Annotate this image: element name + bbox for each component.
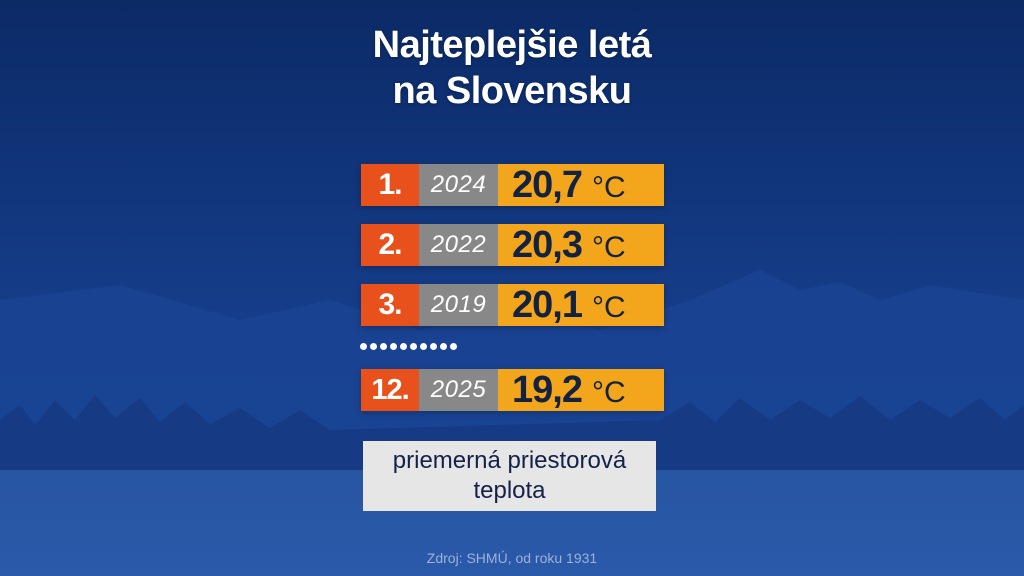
ranking-row: 12. 2025 19,2 °C bbox=[361, 369, 664, 411]
year-label: 2025 bbox=[419, 369, 498, 411]
dot bbox=[360, 343, 367, 350]
rank-label: 1. bbox=[361, 164, 419, 206]
temperature-unit: °C bbox=[591, 231, 626, 264]
year-label: 2024 bbox=[419, 164, 498, 206]
dot bbox=[430, 343, 437, 350]
year-label: 2019 bbox=[419, 284, 498, 326]
ranking-row: 1. 2024 20,7 °C bbox=[361, 164, 664, 206]
temperature-value: 20,7 °C bbox=[498, 164, 664, 206]
temperature-number: 19,2 bbox=[512, 369, 583, 411]
temperature-number: 20,7 bbox=[512, 164, 583, 206]
temperature-value: 20,1 °C bbox=[498, 284, 664, 326]
dot bbox=[420, 343, 427, 350]
rank-label: 2. bbox=[361, 224, 419, 266]
temperature-value: 20,3 °C bbox=[498, 224, 664, 266]
dot bbox=[370, 343, 377, 350]
temperature-unit: °C bbox=[591, 291, 626, 324]
dot bbox=[450, 343, 457, 350]
rank-label: 3. bbox=[361, 284, 419, 326]
temperature-number: 20,1 bbox=[512, 284, 583, 326]
temperature-unit: °C bbox=[591, 376, 626, 409]
legend-box: priemerná priestorová teplota bbox=[363, 441, 656, 511]
legend-line-1: priemerná priestorová bbox=[392, 447, 627, 474]
ellipsis-dots bbox=[360, 343, 470, 353]
dot bbox=[380, 343, 387, 350]
chart-title: Najteplejšie letá na Slovensku bbox=[0, 22, 1024, 114]
temperature-number: 20,3 bbox=[512, 224, 583, 266]
ranking-row: 2. 2022 20,3 °C bbox=[361, 224, 664, 266]
dot bbox=[390, 343, 397, 350]
ranking-row: 3. 2019 20,1 °C bbox=[361, 284, 664, 326]
rank-label: 12. bbox=[361, 369, 419, 411]
temperature-value: 19,2 °C bbox=[498, 369, 664, 411]
temperature-unit: °C bbox=[591, 171, 626, 204]
source-note: Zdroj: SHMÚ, od roku 1931 bbox=[426, 550, 598, 566]
legend-line-2: teplota bbox=[473, 477, 546, 504]
dot bbox=[410, 343, 417, 350]
dot bbox=[400, 343, 407, 350]
title-line-2: na Slovensku bbox=[392, 70, 632, 112]
dot bbox=[440, 343, 447, 350]
title-line-1: Najteplejšie letá bbox=[372, 24, 652, 66]
year-label: 2022 bbox=[419, 224, 498, 266]
